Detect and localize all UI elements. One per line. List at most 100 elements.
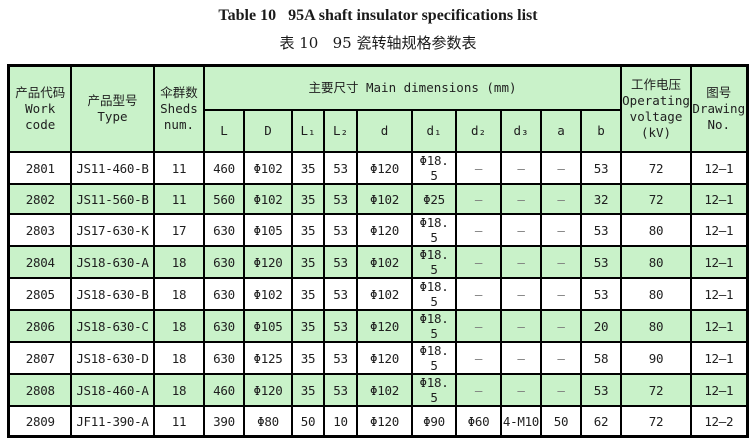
cell-type: JS18-630-C [69, 309, 155, 343]
cell-d3: 4-M10 [499, 405, 542, 438]
cell-d2: — [454, 309, 502, 343]
cell-d3: — [499, 277, 542, 311]
header-row-dimensions: L D L₁ L₂ d d₁ d₂ d₃ a b [9, 109, 747, 153]
col-header-drawing-no: 图号 Drawing No. [690, 64, 749, 153]
cell-d: Φ120 [355, 341, 413, 375]
cell-b: 53 [579, 151, 623, 185]
cell-voltage: 80 [620, 309, 693, 343]
cell-voltage: 80 [620, 277, 693, 311]
cell-L2: 53 [322, 277, 358, 311]
cell-voltage: 90 [620, 341, 693, 375]
cell-voltage: 72 [620, 405, 693, 438]
cell-d: Φ102 [355, 245, 413, 279]
cell-D: Φ105 [242, 213, 293, 247]
cell-d3: — [499, 151, 542, 185]
cell-d3: — [499, 213, 542, 247]
cell-a: — [539, 309, 582, 343]
cell-L1: 35 [290, 309, 325, 343]
dim-col-header-L2: L₂ [322, 109, 358, 153]
cell-D: Φ80 [242, 405, 293, 438]
cell-voltage: 80 [620, 245, 693, 279]
cell-L: 560 [202, 183, 245, 215]
cell-drawing: 12—1 [690, 245, 749, 279]
cell-a: — [539, 183, 582, 215]
cell-L: 630 [202, 245, 245, 279]
cell-d3: — [499, 373, 542, 407]
dim-col-header-d2: d₂ [454, 109, 502, 153]
cell-type: JS18-630-A [69, 245, 155, 279]
cell-d1: Φ18. 5 [410, 213, 457, 247]
cell-d1: Φ18. 5 [410, 309, 457, 343]
cell-drawing: 12—1 [690, 341, 749, 375]
cell-d3: — [499, 183, 542, 215]
cell-L1: 35 [290, 341, 325, 375]
cell-drawing: 12—1 [690, 213, 749, 247]
cell-type: JS18-460-A [69, 373, 155, 407]
cell-work-code: 2803 [7, 213, 72, 247]
cell-sheds: 18 [152, 373, 205, 407]
table-row: 2805 JS18-630-B 18 630 Φ102 35 53 Φ102 Φ18. 5— — —… [7, 277, 749, 311]
cell-d1: Φ18. 5 [410, 277, 457, 311]
cell-type: JS17-630-K [69, 213, 155, 247]
cell-L: 630 [202, 277, 245, 311]
dim-col-header-L: L [202, 109, 245, 153]
dim-col-header-L1: L₁ [290, 109, 325, 153]
cell-sheds: 11 [152, 151, 205, 185]
cell-D: Φ120 [242, 245, 293, 279]
cell-type: JF11-390-A [69, 405, 155, 438]
dim-col-header-d3: d₃ [499, 109, 542, 153]
cell-d1: Φ18. 5 [410, 245, 457, 279]
cell-d2: — [454, 151, 502, 185]
table-row: 2808 JS18-460-A 18 460 Φ120 35 53 Φ102 Φ18. 5— — —… [7, 373, 749, 407]
cell-D: Φ105 [242, 309, 293, 343]
cell-d3: — [499, 341, 542, 375]
cell-sheds: 18 [152, 309, 205, 343]
table-row: 2802 JS11-560-B 11 560 Φ102 35 53 Φ102 Φ25— — —32 7… [7, 183, 749, 215]
dim-col-header-b: b [579, 109, 623, 153]
cell-a: — [539, 341, 582, 375]
cell-L2: 53 [322, 373, 358, 407]
cell-d1: Φ18. 5 [410, 373, 457, 407]
cell-L1: 35 [290, 183, 325, 215]
cell-D: Φ102 [242, 183, 293, 215]
cell-d2: — [454, 245, 502, 279]
cell-b: 53 [579, 245, 623, 279]
cell-L: 630 [202, 341, 245, 375]
cell-L1: 35 [290, 213, 325, 247]
cell-d3: — [499, 309, 542, 343]
cell-type: JS11-560-B [69, 183, 155, 215]
cell-b: 32 [579, 183, 623, 215]
cell-work-code: 2804 [7, 245, 72, 279]
cell-L2: 53 [322, 213, 358, 247]
cell-d2: — [454, 183, 502, 215]
cell-L1: 35 [290, 373, 325, 407]
cell-d1: Φ18. 5 [410, 151, 457, 185]
col-header-work-code: 产品代码 Work code [7, 64, 72, 153]
cell-type: JS11-460-B [69, 151, 155, 185]
cell-d2: Φ60 [454, 405, 502, 438]
cell-b: 53 [579, 373, 623, 407]
cell-b: 62 [579, 405, 623, 438]
cell-L1: 50 [290, 405, 325, 438]
cell-d2: — [454, 373, 502, 407]
cell-L: 630 [202, 309, 245, 343]
col-header-main-dimensions: 主要尺寸 Main dimensions (mm) [202, 64, 623, 111]
cell-L2: 53 [322, 341, 358, 375]
cell-work-code: 2802 [7, 183, 72, 215]
cell-voltage: 80 [620, 213, 693, 247]
cell-d2: — [454, 277, 502, 311]
cell-b: 53 [579, 213, 623, 247]
cell-d2: — [454, 213, 502, 247]
table-row: 2803 JS17-630-K 17 630 Φ105 35 53 Φ120 Φ18. 5— — —… [7, 213, 749, 247]
cell-a: — [539, 373, 582, 407]
cell-sheds: 11 [152, 405, 205, 438]
cell-a: — [539, 277, 582, 311]
cell-drawing: 12—1 [690, 309, 749, 343]
table-row: 2809 JF11-390-A 11 390 Φ80 50 10 Φ120 Φ90 Φ60 4-M1… [7, 405, 749, 438]
cell-type: JS18-630-D [69, 341, 155, 375]
cell-drawing: 12—2 [690, 405, 749, 438]
cell-type: JS18-630-B [69, 277, 155, 311]
cell-work-code: 2801 [7, 151, 72, 185]
cell-a: — [539, 151, 582, 185]
cell-d: Φ120 [355, 309, 413, 343]
